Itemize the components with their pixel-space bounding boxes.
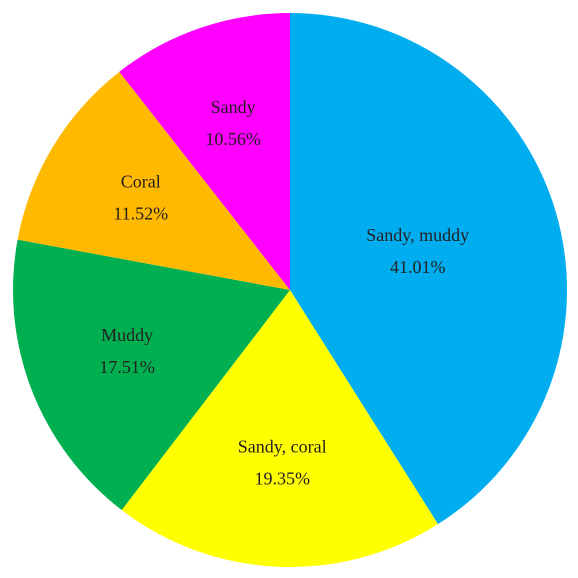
slice-value-label: 10.56% — [205, 129, 261, 149]
slice-value-label: 41.01% — [390, 257, 446, 277]
slice-label: Sandy — [211, 97, 256, 117]
slice-label: Coral — [121, 172, 161, 192]
slice-label: Sandy, coral — [238, 436, 327, 456]
slice-value-label: 17.51% — [99, 357, 155, 377]
pie-slice — [17, 71, 291, 290]
pie-slice — [290, 13, 568, 525]
slice-value-label: 11.52% — [113, 204, 168, 224]
slice-label: Muddy — [101, 325, 153, 345]
slice-value-label: 19.35% — [254, 468, 310, 488]
pie-slice — [119, 13, 290, 290]
slice-label: Sandy, muddy — [366, 225, 469, 245]
pie-slice — [13, 239, 291, 511]
pie-slice — [121, 290, 438, 567]
